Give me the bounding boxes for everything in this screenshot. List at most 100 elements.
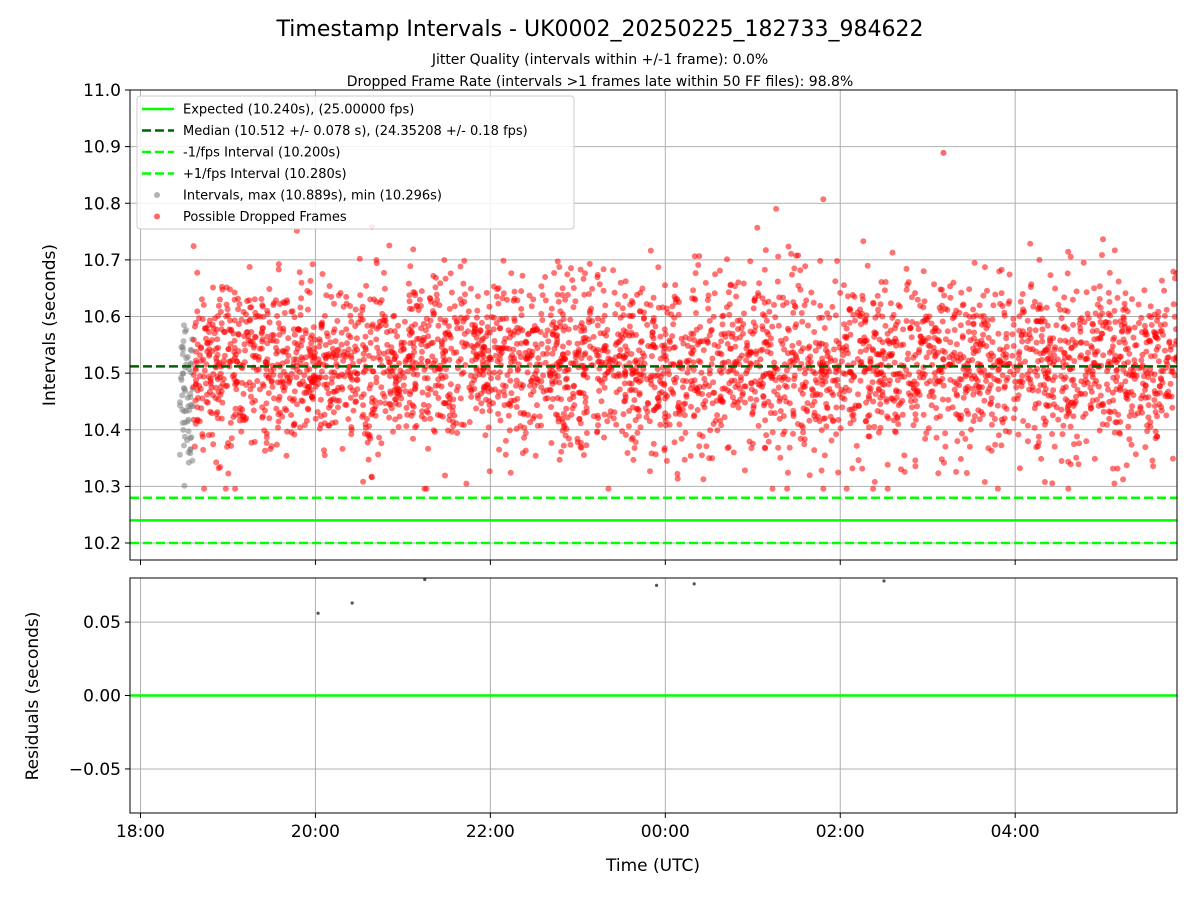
dropped-frame-point <box>1073 288 1080 295</box>
dropped-frame-point <box>604 418 611 425</box>
dropped-frame-point <box>288 370 295 377</box>
dropped-frame-point <box>925 342 932 349</box>
dropped-frame-point <box>536 413 543 420</box>
dropped-frame-point <box>513 377 520 384</box>
dropped-frame-point <box>662 331 669 338</box>
dropped-frame-point <box>996 378 1002 384</box>
dropped-frame-point <box>232 351 239 358</box>
dropped-frame-point <box>979 321 985 328</box>
dropped-frame-point <box>907 325 914 332</box>
dropped-frame-point <box>990 302 997 309</box>
dropped-frame-point <box>328 293 335 300</box>
dropped-frame-point <box>817 369 824 376</box>
dropped-frame-point <box>402 388 409 395</box>
dropped-frame-point <box>514 395 521 402</box>
dropped-frame-point <box>586 291 592 297</box>
dropped-frame-point <box>974 338 981 345</box>
dropped-frame-point <box>347 312 354 319</box>
dropped-frame-point <box>495 285 502 292</box>
interval-point <box>187 435 194 442</box>
dropped-frame-point <box>988 395 995 402</box>
dropped-frame-point <box>504 372 511 379</box>
dropped-frame-point <box>193 357 199 364</box>
chart-subtitle-2: Dropped Frame Rate (intervals >1 frames … <box>347 74 854 90</box>
dropped-frame-point <box>794 421 801 427</box>
dropped-frame-point <box>1083 438 1090 445</box>
dropped-frame-point <box>984 287 990 294</box>
dropped-frame-point <box>1057 346 1064 353</box>
dropped-frame-point <box>1032 368 1039 375</box>
dropped-frame-point <box>532 452 539 459</box>
dropped-frame-point <box>1091 455 1098 462</box>
dropped-frame-point <box>646 418 653 425</box>
dropped-frame-point <box>726 301 733 308</box>
dropped-frame-point <box>1149 457 1156 464</box>
dropped-frame-point <box>420 320 427 327</box>
dropped-frame-point <box>526 292 533 299</box>
dropped-frame-point <box>589 285 596 292</box>
dropped-frame-point <box>416 296 423 303</box>
dropped-frame-point <box>595 352 602 359</box>
dropped-frame-point <box>528 303 535 310</box>
dropped-frame-point <box>1035 387 1042 394</box>
dropped-frame-point <box>682 429 689 436</box>
dropped-frame-point <box>985 372 992 379</box>
dropped-frame-point <box>298 397 305 404</box>
dropped-frame-point <box>888 352 895 359</box>
dropped-frame-point <box>373 336 380 343</box>
dropped-frame-point <box>194 404 201 411</box>
dropped-frame-point <box>705 292 712 299</box>
dropped-frame-point <box>1069 296 1076 303</box>
dropped-frame-point <box>496 369 503 376</box>
dropped-frame-point <box>1151 353 1158 359</box>
dropped-frame-point <box>601 434 607 441</box>
dropped-frame-point <box>284 428 291 435</box>
dropped-frame-point <box>244 329 251 335</box>
dropped-frame-point <box>435 376 442 383</box>
dropped-frame-point <box>1129 371 1136 378</box>
dropped-frame-point <box>371 397 378 404</box>
dropped-frame-point <box>727 389 734 396</box>
dropped-frame-point <box>661 326 668 333</box>
dropped-frame-point <box>1106 298 1113 305</box>
dropped-frame-point <box>1169 404 1176 411</box>
dropped-frame-point <box>530 388 537 395</box>
dropped-frame-point <box>442 275 449 282</box>
dropped-frame-point <box>814 379 821 386</box>
dropped-frame-point <box>737 396 744 403</box>
dropped-frame-point <box>407 388 414 395</box>
dropped-frame-point <box>375 354 382 361</box>
dropped-frame-point <box>262 447 268 454</box>
dropped-frame-point <box>769 429 776 436</box>
dropped-frame-point <box>996 366 1002 373</box>
dropped-frame-point <box>781 428 788 435</box>
dropped-frame-point <box>190 243 197 250</box>
dropped-frame-point <box>414 336 420 342</box>
dropped-frame-point <box>442 400 449 407</box>
dropped-frame-point <box>249 399 256 406</box>
dropped-frame-point <box>1111 334 1118 341</box>
dropped-frame-point <box>1126 436 1133 443</box>
dropped-frame-point <box>193 377 199 384</box>
dropped-frame-point <box>347 394 354 401</box>
dropped-frame-point <box>1074 386 1081 393</box>
dropped-frame-point <box>247 386 254 393</box>
dropped-frame-point <box>1120 306 1127 313</box>
dropped-frame-point <box>190 416 197 423</box>
dropped-frame-point <box>343 326 350 333</box>
dropped-frame-point <box>710 313 717 320</box>
dropped-frame-point <box>563 376 569 383</box>
dropped-frame-point <box>419 337 426 344</box>
dropped-frame-point <box>753 351 760 357</box>
dropped-frame-point <box>1100 236 1106 243</box>
dropped-frame-point <box>293 349 300 356</box>
interval-point <box>186 407 193 414</box>
dropped-frame-point <box>700 347 707 354</box>
dropped-frame-point <box>1045 375 1052 382</box>
dropped-frame-point <box>695 390 702 397</box>
dropped-frame-point <box>205 432 212 439</box>
dropped-frame-point <box>365 456 372 463</box>
dropped-frame-point <box>1128 441 1135 448</box>
dropped-frame-point <box>1046 402 1053 409</box>
